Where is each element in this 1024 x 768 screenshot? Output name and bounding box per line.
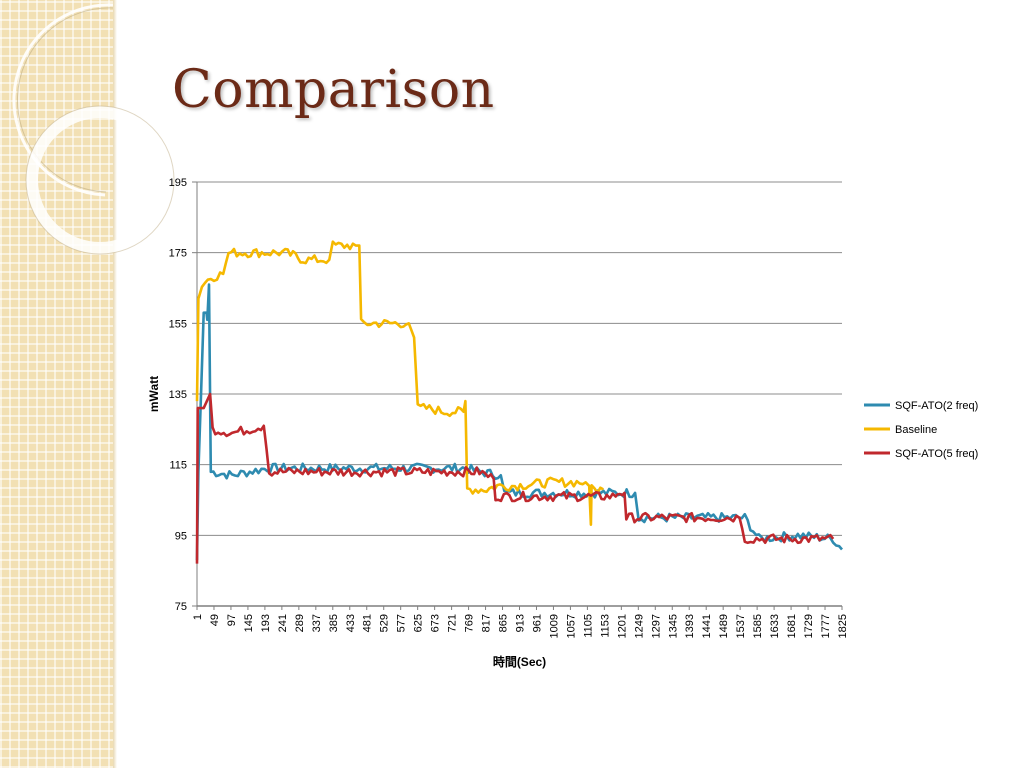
x-axis-label: 時間(Sec) bbox=[493, 654, 546, 669]
series-line bbox=[195, 392, 835, 564]
legend-label: SQF-ATO(5 freq) bbox=[895, 448, 978, 460]
x-tick-label: 961 bbox=[531, 614, 543, 632]
x-axis: 1 49 97 145 193 241 289 337 385 433 481 529 577 625 67… bbox=[192, 605, 849, 638]
x-tick-label: 1297 bbox=[650, 614, 662, 638]
x-tick-label: 625 bbox=[413, 614, 425, 632]
x-tick-label: 145 bbox=[243, 614, 255, 632]
slide-title: Comparison bbox=[172, 60, 495, 120]
decor-ring-lower-shadow bbox=[25, 105, 175, 255]
x-tick-label: 337 bbox=[311, 614, 323, 632]
x-tick-label: 1 bbox=[192, 614, 204, 620]
y-tick-label: 175 bbox=[169, 248, 187, 260]
x-tick-label: 433 bbox=[345, 614, 357, 632]
y-tick-label: 115 bbox=[169, 460, 187, 472]
x-tick-label: 1489 bbox=[718, 614, 730, 638]
x-tick-label: 1585 bbox=[752, 614, 764, 638]
x-tick-label: 1825 bbox=[837, 614, 849, 638]
x-tick-label: 1201 bbox=[616, 614, 628, 638]
x-tick-label: 1009 bbox=[548, 614, 560, 638]
x-tick-label: 385 bbox=[328, 614, 340, 632]
chart-legend: SQF-ATO(2 freq) Baseline SQF-ATO(5 freq) bbox=[864, 400, 978, 460]
side-band-edge bbox=[113, 0, 117, 768]
y-tick-label: 135 bbox=[169, 389, 187, 401]
x-tick-label: 1441 bbox=[701, 614, 713, 638]
decor-arc-upper-shadow bbox=[16, 7, 114, 193]
x-tick-label: 865 bbox=[498, 614, 510, 632]
x-tick-label: 673 bbox=[430, 614, 442, 632]
x-tick-label: 289 bbox=[294, 614, 306, 632]
x-tick-label: 577 bbox=[396, 614, 408, 632]
x-tick-label: 481 bbox=[362, 614, 374, 632]
x-tick-label: 1057 bbox=[565, 614, 577, 638]
x-tick-label: 1153 bbox=[599, 614, 611, 638]
line-chart: 75 95 115 135 155 175 195 1 49 97 145 193 241 289 337… bbox=[147, 177, 978, 669]
x-tick-label: 1777 bbox=[820, 614, 832, 638]
x-tick-label: 49 bbox=[209, 614, 221, 626]
legend-label: SQF-ATO(2 freq) bbox=[895, 400, 978, 412]
y-tick-label: 155 bbox=[169, 318, 187, 330]
x-tick-label: 193 bbox=[260, 614, 272, 632]
y-tick-label: 195 bbox=[169, 177, 187, 189]
series-line bbox=[195, 283, 843, 561]
x-tick-label: 1633 bbox=[769, 614, 781, 638]
x-tick-label: 1393 bbox=[684, 614, 696, 638]
x-tick-label: 1681 bbox=[786, 614, 798, 638]
x-tick-label: 1537 bbox=[735, 614, 747, 638]
series-line bbox=[195, 240, 604, 527]
decorative-rings bbox=[12, 3, 175, 255]
x-tick-label: 1249 bbox=[633, 614, 645, 638]
x-tick-label: 97 bbox=[226, 614, 238, 626]
series-lines bbox=[195, 240, 843, 564]
x-tick-label: 817 bbox=[481, 614, 493, 632]
y-tick-label: 75 bbox=[175, 601, 187, 613]
x-tick-label: 241 bbox=[277, 614, 289, 632]
x-tick-label: 529 bbox=[379, 614, 391, 632]
x-tick-label: 1345 bbox=[667, 614, 679, 638]
y-axis-label: mWatt bbox=[147, 376, 161, 412]
x-tick-label: 1105 bbox=[582, 614, 594, 638]
y-tick-label: 95 bbox=[175, 530, 187, 542]
y-axis: 75 95 115 135 155 175 195 bbox=[169, 177, 198, 613]
decor-ring-lower bbox=[26, 106, 174, 254]
x-tick-label: 721 bbox=[447, 614, 459, 632]
decor-arc-upper bbox=[12, 3, 114, 197]
legend-label: Baseline bbox=[895, 424, 937, 436]
x-tick-label: 1729 bbox=[803, 614, 815, 638]
x-tick-label: 769 bbox=[464, 614, 476, 632]
x-tick-label: 913 bbox=[515, 614, 527, 632]
